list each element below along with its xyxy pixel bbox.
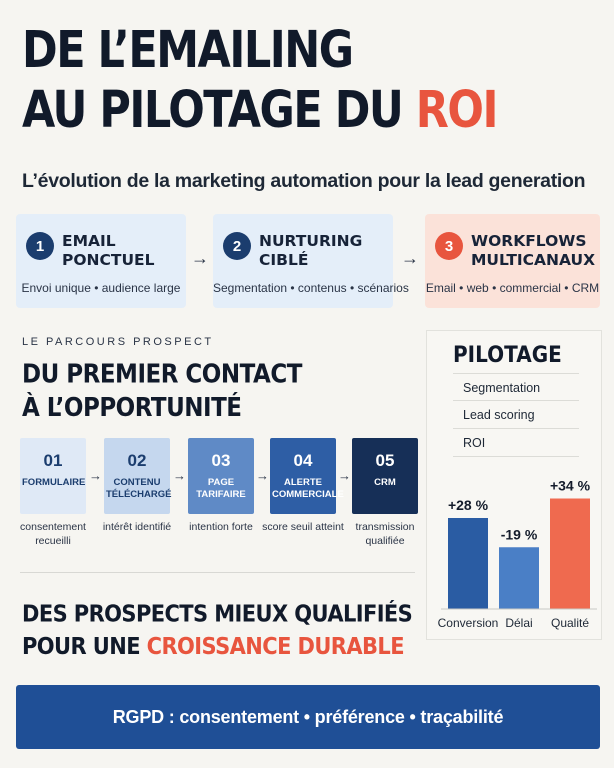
step-number-badge: 1	[26, 232, 54, 260]
title-accent-roi: ROI	[415, 81, 499, 141]
step-number-badge: 3	[435, 232, 463, 260]
step-number-badge: 2	[223, 232, 251, 260]
step-description: Segmentation • contenus • scénarios	[213, 281, 409, 295]
journey-step-formulaire: 01 FORMULAIRE	[20, 438, 86, 514]
arrow-right-icon: →	[89, 468, 102, 483]
category-label: Délai	[505, 616, 532, 630]
rgpd-banner: RGPD : consentement • préférence • traça…	[16, 685, 600, 749]
evolution-steps: 1 EMAIL PONCTUEL Envoi unique • audience …	[16, 214, 600, 308]
panel-item-roi: ROI	[453, 429, 579, 457]
journey-step-contenu: 02 CONTENU TÉLÉCHARGÉ	[104, 438, 171, 514]
bar-délai	[499, 547, 539, 609]
conclusion-accent: CROISSANCE DURABLE	[146, 632, 405, 660]
bar-qualité	[550, 498, 590, 609]
journey-caption: consentement recueilli	[20, 521, 86, 547]
step-title: WORKFLOWS MULTICANAUX	[471, 232, 596, 269]
title-line-2: AU PILOTAGE DU ROI	[22, 80, 602, 141]
step-workflows-multicanaux: 3 WORKFLOWS MULTICANAUX Email • web • com…	[425, 214, 600, 308]
subtitle: L’évolution de la marketing automation p…	[22, 170, 586, 192]
journey-caption: score seuil atteint	[262, 521, 344, 533]
arrow-right-icon: →	[173, 468, 186, 483]
section-title: DU PREMIER CONTACT À L’OPPORTUNITÉ	[22, 360, 302, 423]
section-label: LE PARCOURS PROSPECT	[22, 336, 214, 348]
prospect-journey: 01 FORMULAIRE → 02 CONTENU TÉLÉCHARGÉ → 0…	[20, 438, 420, 558]
bar-conversion	[448, 518, 488, 609]
title-line-2-prefix: AU PILOTAGE DU	[22, 81, 416, 141]
category-label: Conversion	[438, 616, 499, 630]
journey-caption: intention forte	[189, 521, 253, 533]
panel-item-segmentation: Segmentation	[453, 373, 579, 401]
arrow-right-icon: →	[256, 468, 269, 483]
step-description: Email • web • commercial • CRM	[425, 281, 600, 295]
step-description: Envoi unique • audience large	[21, 281, 181, 295]
journey-step-crm: 05 CRM	[352, 438, 418, 514]
conclusion-title: DES PROSPECTS MIEUX QUALIFIÉS POUR UNE CR…	[22, 600, 413, 660]
step-title: NURTURING CIBLÉ	[259, 232, 363, 269]
bar-value-label: +28 %	[448, 497, 489, 513]
arrow-right-icon: →	[338, 468, 351, 483]
pilotage-panel: PILOTAGE Segmentation Lead scoring ROI +…	[426, 330, 602, 640]
panel-item-lead-scoring: Lead scoring	[453, 401, 579, 429]
journey-step-page-tarifaire: 03 PAGE TARIFAIRE	[188, 438, 254, 514]
arrow-right-icon: →	[191, 248, 209, 268]
step-email-ponctuel: 1 EMAIL PONCTUEL Envoi unique • audience …	[16, 214, 186, 308]
main-title: DE L’EMAILING AU PILOTAGE DU ROI	[22, 20, 602, 140]
journey-caption: transmission qualifiée	[355, 521, 415, 547]
category-label: Qualité	[551, 616, 589, 630]
journey-step-alerte: 04 ALERTE COMMERCIALE	[270, 438, 344, 514]
panel-title: PILOTAGE	[453, 341, 562, 368]
divider	[20, 572, 415, 573]
arrow-right-icon: →	[401, 248, 419, 268]
bar-value-label: -19 %	[501, 526, 538, 542]
title-line-1: DE L’EMAILING	[22, 21, 354, 81]
journey-caption: intérêt identifié	[102, 521, 172, 533]
step-title: EMAIL PONCTUEL	[62, 232, 155, 269]
kpi-bar-chart: +28 % Conversion -19 % Délai +34 % Qualité	[438, 478, 597, 630]
bar-value-label: +34 %	[550, 478, 591, 494]
step-nurturing-cible: 2 NURTURING CIBLÉ Segmentation • contenus…	[213, 214, 409, 308]
